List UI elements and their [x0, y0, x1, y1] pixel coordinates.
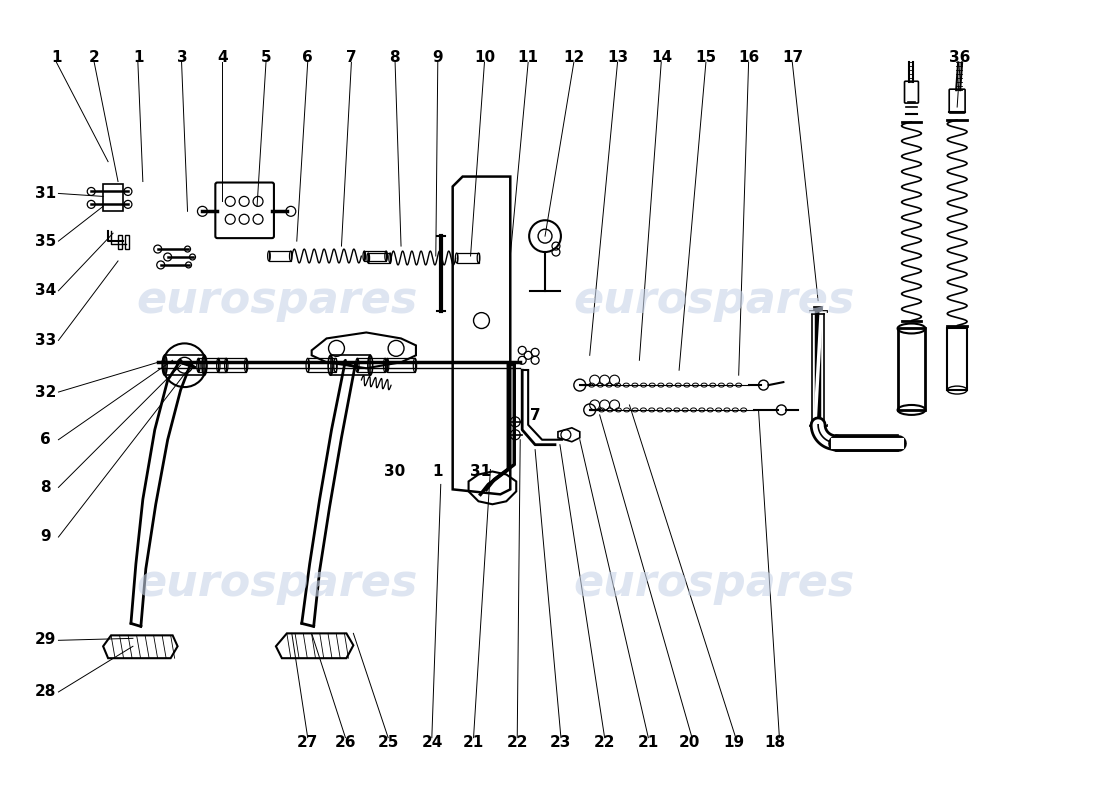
Text: 25: 25	[377, 735, 399, 750]
Bar	[387, 358, 415, 372]
Text: 2: 2	[89, 50, 100, 65]
Bar	[165, 355, 205, 375]
Text: eurospares: eurospares	[136, 562, 418, 606]
Bar	[330, 355, 371, 375]
Text: eurospares: eurospares	[573, 562, 855, 606]
Text: 10: 10	[474, 50, 495, 65]
Text: 1: 1	[432, 464, 442, 479]
Bar	[368, 253, 390, 263]
Bar	[270, 251, 290, 261]
Bar	[456, 253, 478, 263]
Text: 8: 8	[389, 50, 400, 65]
Text: eurospares: eurospares	[573, 279, 855, 322]
Text: 31: 31	[35, 186, 56, 201]
Text: 29: 29	[35, 633, 56, 647]
Text: 8: 8	[41, 480, 51, 495]
Text: 4: 4	[217, 50, 228, 65]
Text: 30: 30	[384, 464, 406, 479]
Text: 1: 1	[133, 50, 143, 65]
Text: 26: 26	[336, 735, 356, 750]
Text: 5: 5	[261, 50, 272, 65]
Text: 3: 3	[177, 50, 187, 65]
Text: 12: 12	[563, 50, 585, 65]
Text: 36: 36	[949, 50, 970, 65]
Text: 17: 17	[782, 50, 803, 65]
Text: 9: 9	[432, 50, 443, 65]
Text: 7: 7	[345, 50, 356, 65]
Text: 24: 24	[421, 735, 442, 750]
Text: 6: 6	[41, 432, 51, 447]
Text: 23: 23	[550, 735, 572, 750]
Text: 9: 9	[41, 529, 51, 544]
Text: 13: 13	[607, 50, 628, 65]
Bar	[947, 329, 967, 390]
Text: 21: 21	[638, 735, 659, 750]
Text: 7: 7	[530, 408, 541, 423]
Bar	[103, 183, 123, 211]
Text: 21: 21	[463, 735, 484, 750]
Text: 1: 1	[51, 50, 62, 65]
Bar	[898, 329, 925, 410]
Bar	[118, 235, 122, 249]
Text: 27: 27	[297, 735, 318, 750]
Text: 35: 35	[35, 234, 56, 249]
Text: 28: 28	[35, 684, 56, 699]
Text: 18: 18	[764, 735, 785, 750]
Text: 11: 11	[518, 50, 539, 65]
Text: 19: 19	[723, 735, 744, 750]
Text: 31: 31	[470, 464, 491, 479]
Text: 15: 15	[695, 50, 717, 65]
Bar	[308, 358, 336, 372]
Text: 34: 34	[35, 283, 56, 298]
Bar	[364, 251, 386, 261]
Text: eurospares: eurospares	[136, 279, 418, 322]
Bar	[198, 358, 227, 372]
Text: 22: 22	[594, 735, 615, 750]
Text: 6: 6	[302, 50, 312, 65]
Text: 33: 33	[35, 333, 56, 348]
Text: 16: 16	[738, 50, 759, 65]
Bar	[218, 358, 246, 372]
Text: 14: 14	[651, 50, 672, 65]
Text: 22: 22	[506, 735, 528, 750]
Bar	[358, 358, 385, 372]
Text: 32: 32	[35, 385, 56, 399]
Bar	[125, 235, 129, 249]
Text: 20: 20	[679, 735, 701, 750]
